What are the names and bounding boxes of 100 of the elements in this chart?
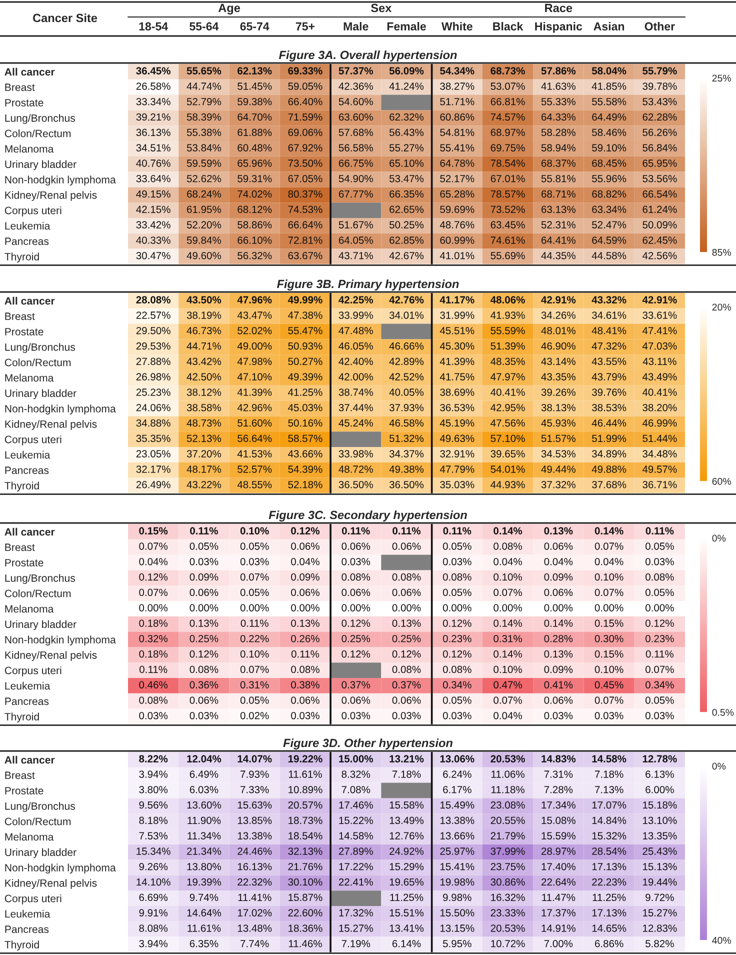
data-label: 21.76%: [288, 862, 322, 870]
y-tick-label: Melanoma: [5, 604, 54, 613]
data-label: 29.50%: [136, 326, 170, 334]
data-label: 64.70%: [238, 113, 272, 121]
data-label: 21.79%: [490, 832, 525, 840]
data-label: 46.90%: [541, 342, 576, 350]
data-label: 36.50%: [338, 480, 373, 488]
data-label: 13.15%: [440, 924, 474, 932]
data-label: 39.26%: [541, 388, 576, 396]
data-label: 5.95%: [442, 940, 472, 948]
data-label: 0.12%: [392, 650, 421, 658]
data-label: 47.32%: [592, 342, 626, 350]
y-tick-label: All cancer: [4, 68, 55, 76]
data-label: 56.58%: [338, 144, 373, 152]
data-label: 42.00%: [338, 373, 373, 380]
data-label: 10.72%: [491, 940, 525, 948]
data-label: 37.99%: [490, 848, 525, 855]
data-label: 68.82%: [592, 190, 626, 198]
y-tick-label: Kidney/Renal pelvis: [5, 879, 97, 889]
data-label: 51.99%: [592, 434, 626, 442]
data-label: 15.59%: [542, 832, 576, 840]
data-label: 52.18%: [288, 480, 322, 488]
data-label: 0.08%: [646, 573, 674, 581]
data-label: 0.09%: [190, 573, 218, 581]
data-label: 43.14%: [541, 358, 576, 366]
data-label: 0.46%: [139, 681, 168, 688]
data-label: 59.69%: [440, 206, 474, 214]
data-label: 0.08%: [494, 542, 522, 550]
data-label: 0.00%: [544, 604, 573, 612]
y-tick-label: Colon/Rectum: [4, 817, 71, 826]
data-label: 63.45%: [490, 221, 525, 228]
data-label: 53.84%: [186, 144, 222, 152]
y-tick-label: Pancreas: [5, 466, 49, 474]
data-label: 0.06%: [291, 588, 320, 596]
y-tick-label: Breast: [5, 772, 35, 780]
data-label: 17.02%: [238, 909, 272, 916]
y-tick-label: Thyroid: [4, 712, 39, 723]
data-label: 13.41%: [390, 924, 424, 932]
data-label: 0.06%: [392, 588, 421, 596]
y-tick-label: Urinary bladder: [5, 389, 76, 400]
data-label: 0.08%: [342, 573, 370, 581]
data-label: 47.38%: [288, 312, 322, 319]
data-label: 15.08%: [542, 816, 576, 824]
data-label: 0.00%: [646, 604, 674, 612]
data-label: 58.57%: [288, 434, 322, 442]
data-label: 39.65%: [490, 450, 525, 458]
data-label: 73.52%: [490, 206, 525, 214]
data-label: 13.38%: [238, 832, 272, 840]
data-label: 41.01%: [440, 252, 474, 260]
data-label: 36.50%: [389, 480, 424, 488]
data-label: 7.74%: [240, 940, 269, 948]
data-label: 51.39%: [490, 342, 525, 350]
y-tick-label: Kidney/Renal pelvis: [5, 651, 97, 661]
data-label: 50.16%: [288, 419, 322, 427]
y-tick-label: Pancreas: [5, 698, 49, 706]
data-label: 56.84%: [642, 144, 677, 152]
data-label: 45.51%: [440, 327, 474, 334]
data-label: 34.01%: [389, 312, 424, 319]
data-label: 0.45%: [594, 681, 624, 688]
data-label: 0.03%: [190, 558, 218, 566]
y-tick-label: All cancer: [4, 756, 55, 764]
data-label: 52.57%: [238, 466, 272, 473]
data-label: 0.12%: [291, 527, 320, 534]
data-label: 43.35%: [541, 373, 576, 380]
data-label: 24.06%: [136, 404, 170, 412]
data-label: 0.08%: [442, 573, 472, 581]
data-label: 7.00%: [544, 940, 573, 948]
data-label: 65.28%: [440, 190, 474, 198]
data-label: 0.03%: [544, 712, 573, 720]
y-tick-label: Prostate: [5, 559, 44, 566]
data-label: 51.71%: [440, 98, 474, 106]
data-label: 51.45%: [238, 82, 272, 90]
data-label: 57.68%: [338, 128, 373, 136]
data-label: 38.69%: [440, 388, 474, 396]
data-label: 0.00%: [594, 604, 624, 612]
data-label: 52.13%: [186, 434, 222, 442]
x-tick-label: White: [441, 22, 472, 30]
data-label: 38.74%: [338, 388, 373, 396]
data-label: 0.12%: [342, 650, 370, 658]
data-label: 18.36%: [288, 924, 322, 932]
data-label: 0.31%: [240, 681, 269, 688]
data-label: 0.22%: [240, 634, 269, 642]
data-label: 42.96%: [237, 404, 272, 412]
data-label: 62.32%: [390, 113, 424, 121]
data-label: 8.22%: [139, 755, 168, 762]
data-label: 49.57%: [642, 466, 677, 473]
data-label: 54.39%: [288, 466, 322, 473]
data-label: 16.32%: [491, 894, 525, 902]
data-label: 0.13%: [291, 620, 320, 627]
data-label: 55.59%: [490, 326, 525, 334]
data-label: 0.11%: [646, 527, 674, 534]
data-label: 0.06%: [392, 696, 421, 704]
data-label: 65.10%: [390, 160, 424, 167]
data-label: 14.91%: [542, 924, 576, 932]
data-label: 20.55%: [490, 816, 525, 824]
data-label: 63.67%: [288, 252, 322, 260]
data-label: 36.45%: [136, 67, 170, 74]
data-label: 15.41%: [440, 863, 474, 870]
data-label: 0.07%: [240, 666, 269, 674]
color-bar-label: 0%: [712, 534, 726, 542]
